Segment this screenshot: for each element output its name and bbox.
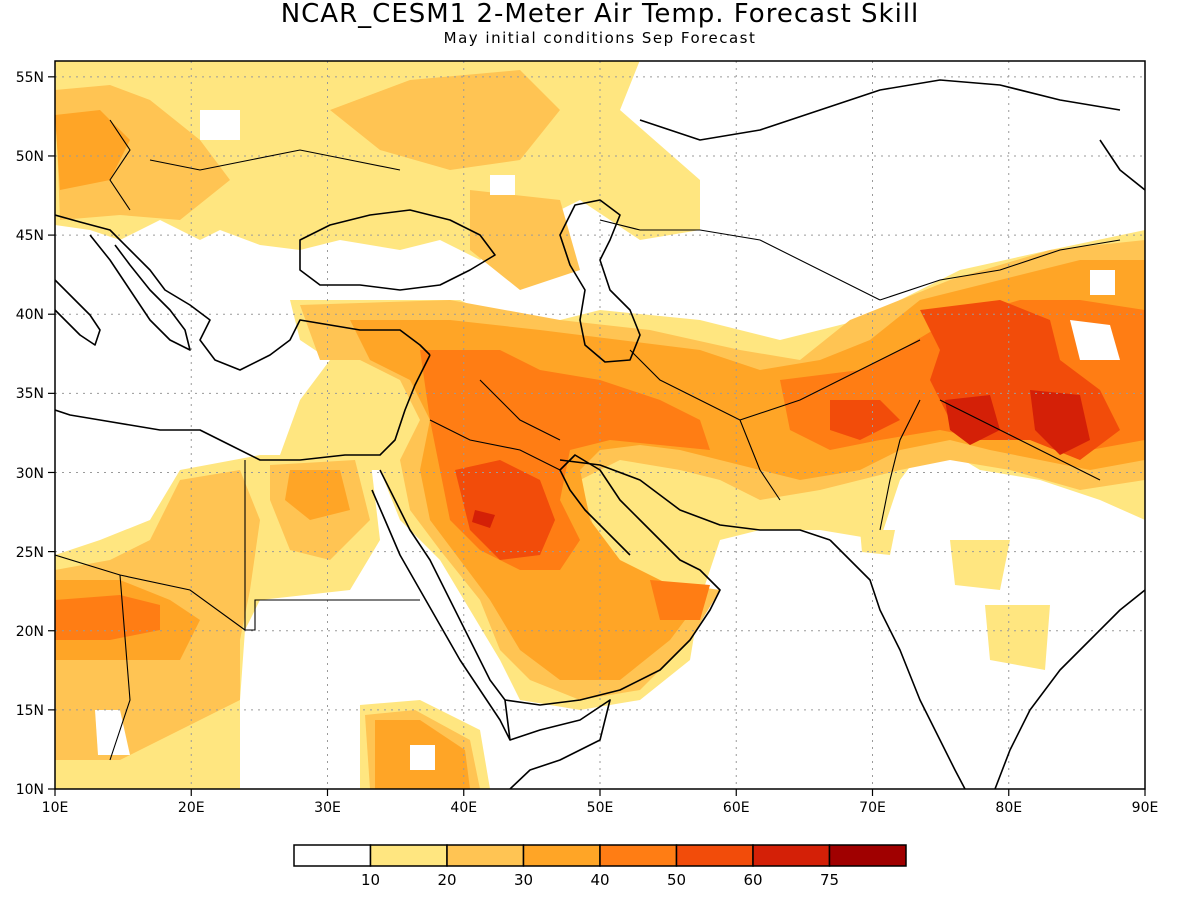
colorbar-swatch bbox=[675, 844, 754, 867]
colorbar-swatch bbox=[828, 844, 907, 867]
chart-title: NCAR_CESM1 2-Meter Air Temp. Forecast Sk… bbox=[280, 0, 920, 29]
y-tick-label: 15N bbox=[16, 703, 44, 719]
x-tick-label: 70E bbox=[859, 800, 886, 816]
colorbar-label: 20 bbox=[437, 871, 456, 889]
x-tick-label: 30E bbox=[314, 800, 341, 816]
colorbar-label: 10 bbox=[361, 871, 380, 889]
y-tick-label: 55N bbox=[16, 70, 44, 86]
colorbar-label: 30 bbox=[514, 871, 533, 889]
coastlines bbox=[55, 79, 1145, 789]
x-axis-ticks bbox=[54, 789, 1146, 796]
colorbar-label: 60 bbox=[743, 871, 762, 889]
y-tick-label: 35N bbox=[16, 386, 44, 402]
x-tick-label: 60E bbox=[723, 800, 750, 816]
x-tick-label: 90E bbox=[1132, 800, 1159, 816]
x-axis-labels: 10E 20E 30E 40E 50E 60E 70E 80E 90E bbox=[42, 800, 1159, 816]
y-tick-label: 10N bbox=[16, 782, 44, 798]
colorbar-swatch bbox=[446, 844, 525, 867]
y-axis-ticks bbox=[48, 76, 55, 790]
x-tick-label: 10E bbox=[42, 800, 69, 816]
borders bbox=[55, 119, 1121, 761]
gridlines bbox=[55, 61, 1145, 789]
y-tick-label: 30N bbox=[16, 466, 44, 482]
y-tick-label: 25N bbox=[16, 545, 44, 561]
x-tick-label: 40E bbox=[450, 800, 477, 816]
x-tick-label: 20E bbox=[178, 800, 205, 816]
x-tick-label: 50E bbox=[587, 800, 614, 816]
colorbar-swatch bbox=[369, 844, 448, 867]
y-axis-labels: 10N 15N 20N 25N 30N 35N 40N 45N 50N 55N bbox=[16, 70, 44, 798]
y-tick-label: 50N bbox=[16, 149, 44, 165]
colorbar-swatch bbox=[293, 844, 372, 867]
chart-subtitle: May initial conditions Sep Forecast bbox=[443, 29, 757, 47]
y-tick-label: 40N bbox=[16, 307, 44, 323]
colorbar-swatch bbox=[752, 844, 831, 867]
colorbar-label: 40 bbox=[590, 871, 609, 889]
y-tick-label: 20N bbox=[16, 624, 44, 640]
skill-shading bbox=[55, 61, 1145, 789]
y-tick-label: 45N bbox=[16, 228, 44, 244]
colorbar-label: 75 bbox=[820, 871, 839, 889]
colorbar-swatch bbox=[599, 844, 678, 867]
colorbar: 10 20 30 40 50 60 75 bbox=[293, 844, 907, 889]
colorbar-label: 50 bbox=[667, 871, 686, 889]
x-tick-label: 80E bbox=[995, 800, 1022, 816]
colorbar-swatch bbox=[522, 844, 601, 867]
